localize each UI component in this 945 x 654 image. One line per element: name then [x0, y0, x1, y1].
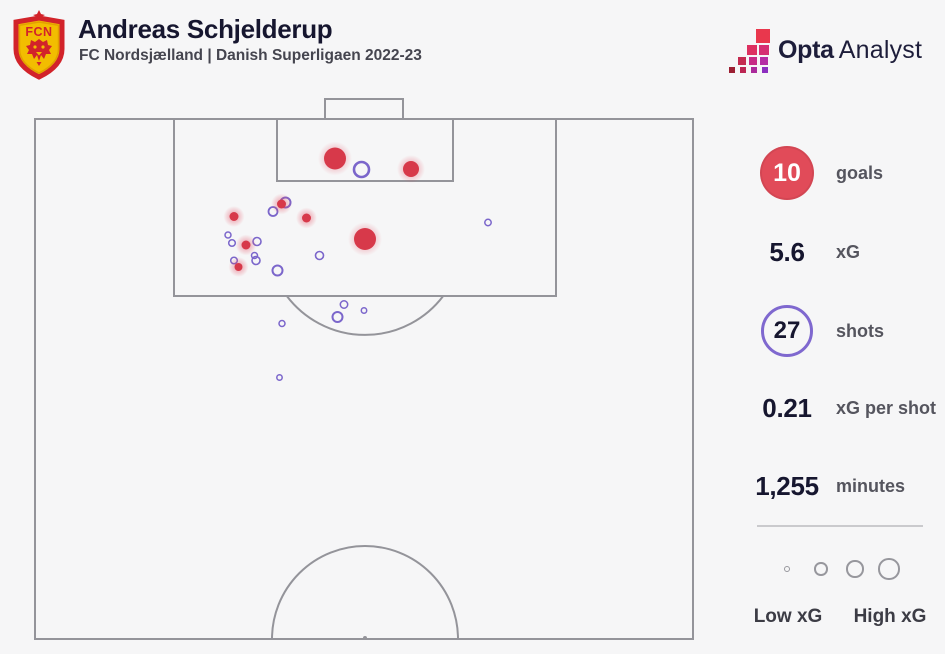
shot-marker: [352, 160, 371, 179]
shots-label: shots: [836, 320, 885, 341]
legend-size-circle: [814, 562, 828, 576]
shot-map-markers: [223, 141, 492, 381]
goal-marker: [324, 147, 346, 170]
shot-marker: [250, 251, 259, 260]
shot-marker: [314, 250, 325, 261]
xg-per-shot-label: xG per shot: [836, 397, 937, 418]
page-subtitle: FC Nordsjælland | Danish Superligaen 202…: [79, 47, 422, 64]
minutes-label: minutes: [836, 475, 906, 496]
opta-wordmark-light: Analyst: [838, 36, 923, 64]
shots-value-circle: 27: [761, 305, 813, 357]
legend-high-xg-label: High xG: [853, 606, 927, 627]
goals-label: goals: [836, 162, 884, 183]
stat-row-goals: 10 goals: [745, 146, 945, 200]
crest-inner-line: [18, 21, 60, 74]
opta-wordmark: Opta Analyst: [778, 36, 922, 65]
goal-marker: [403, 161, 419, 177]
shot-marker: [251, 255, 261, 266]
legend-size-circle: [783, 565, 791, 573]
pitch-lines: [34, 98, 694, 640]
centre-circle-arc: [271, 545, 459, 640]
goal-marker: [354, 228, 376, 250]
shot-marker: [484, 218, 492, 227]
shot-marker: [331, 311, 344, 323]
club-crest-fcn: FCN: [13, 10, 65, 80]
stat-row-xg: 5.6 xG: [745, 236, 945, 268]
xg-label: xG: [836, 241, 861, 262]
xg-value: 5.6: [769, 236, 805, 267]
shot-marker: [276, 374, 283, 381]
legend-divider: [757, 525, 923, 527]
minutes-value: 1,255: [755, 470, 819, 501]
shot-marker: [278, 319, 286, 328]
shot-marker: [339, 300, 349, 309]
shot-marker: [227, 238, 237, 248]
page-title: Andreas Schjelderup: [78, 14, 333, 44]
pitch-boundary: [34, 118, 694, 640]
opta-logo-icon: [729, 29, 770, 73]
legend-size-circle: [846, 560, 864, 578]
crest-initials: FCN: [25, 25, 52, 39]
goal-marker: [277, 199, 286, 209]
goal-box: [324, 98, 404, 120]
stat-row-xg-per-shot: 0.21 xG per shot: [745, 392, 945, 424]
shot-marker: [360, 307, 368, 314]
goal-marker: [234, 263, 243, 271]
legend-circles: [745, 545, 945, 593]
goal-marker: [241, 240, 251, 250]
opta-wordmark-bold: Opta: [778, 36, 834, 64]
crest-lion: [26, 39, 52, 66]
shot-marker: [271, 264, 284, 277]
goal-marker: [302, 213, 311, 223]
goals-value-circle: 10: [760, 146, 814, 200]
six-yard-box: [276, 118, 454, 182]
centre-spot: [363, 636, 367, 640]
legend-low-xg-label: Low xG: [753, 606, 823, 627]
shot-marker: [224, 231, 232, 239]
xg-per-shot-value: 0.21: [762, 392, 812, 423]
stat-row-minutes: 1,255 minutes: [745, 470, 945, 502]
goal-marker: [229, 212, 239, 221]
stat-row-shots: 27 shots: [745, 305, 945, 357]
penalty-arc: [286, 295, 444, 336]
legend-size-circle: [878, 558, 900, 580]
